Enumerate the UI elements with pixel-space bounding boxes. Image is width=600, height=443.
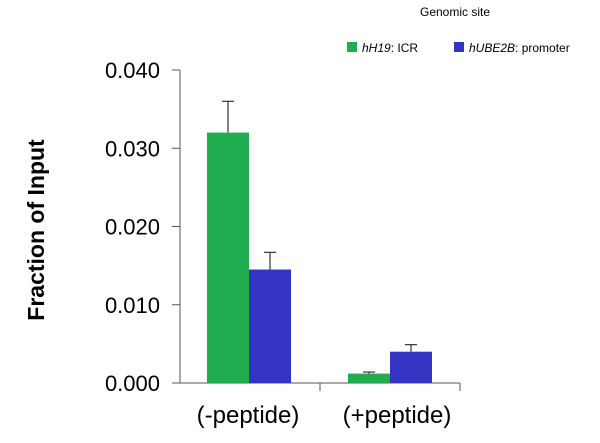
y-tick-label: 0.010	[105, 293, 160, 318]
y-axis-label: Fraction of Input	[23, 139, 49, 321]
y-tick-label: 0.000	[105, 371, 160, 396]
x-tick-label: (+peptide)	[343, 402, 452, 429]
bar	[249, 269, 291, 383]
bar	[207, 132, 249, 383]
legend-entry: hH19: ICR	[362, 41, 418, 55]
bar	[390, 351, 432, 383]
y-tick-label: 0.030	[105, 136, 160, 161]
legend-swatch	[347, 42, 357, 52]
x-tick-label: (-peptide)	[197, 402, 300, 429]
legend-entry: hUBE2B: promoter	[469, 41, 570, 55]
bar	[348, 373, 390, 383]
y-ticks: 0.000 0.010 0.020 0.030 0.040	[105, 58, 180, 396]
legend-swatch	[454, 42, 464, 52]
legend-title: Genomic site	[420, 5, 490, 19]
bars	[207, 132, 432, 383]
legend: hH19: ICR hUBE2B: promoter	[347, 41, 570, 55]
y-tick-label: 0.040	[105, 58, 160, 83]
y-tick-label: 0.020	[105, 215, 160, 240]
error-bars	[222, 100, 417, 374]
x-labels: (-peptide) (+peptide)	[197, 383, 461, 429]
